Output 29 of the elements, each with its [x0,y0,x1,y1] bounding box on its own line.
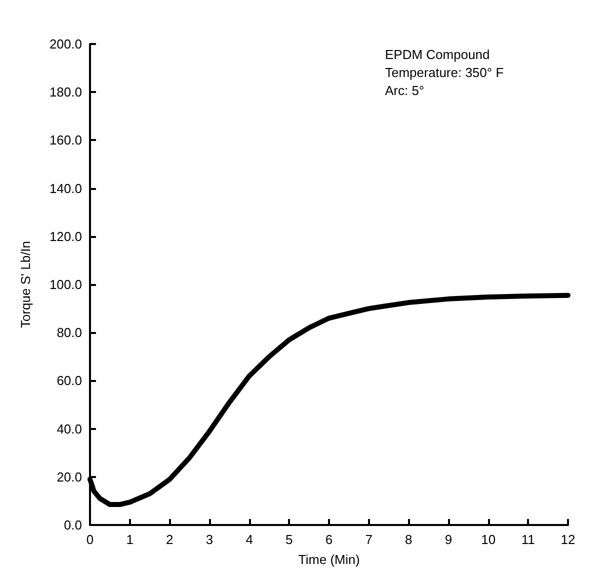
x-tick-label: 2 [166,532,174,547]
y-tick-label: 100.0 [49,277,82,292]
x-tick-label: 5 [286,532,293,547]
y-tick-label: 20.0 [56,469,82,484]
y-axis-title: Torque S' Lb/In [18,240,33,328]
x-tick-label: 8 [405,532,412,547]
y-tick-label: 0.0 [64,518,82,532]
x-axis-title: Time (Min) [298,552,360,567]
x-tick-label: 0 [86,532,94,547]
y-tick-label: 60.0 [56,373,82,388]
x-tick-label: 11 [521,532,535,547]
y-tick-label: 140.0 [49,180,82,196]
annotation: EPDM Compound [385,47,490,62]
y-tick-label: 120.0 [49,228,82,244]
x-tick-label: 3 [206,532,214,547]
annotation: Arc: 5° [385,83,424,98]
y-tick-label: 180.0 [49,84,82,100]
x-tick-label: 12 [560,532,576,547]
x-tick-label: 10 [481,532,496,547]
x-tick-label: 1 [126,532,134,547]
annotation: Temperature: 350° F [385,65,504,80]
x-tick-label: 7 [365,532,372,547]
x-tick-label: 4 [246,532,253,547]
y-tick-label: 200.0 [49,36,82,52]
y-tick-label: 40.0 [56,421,82,436]
y-tick-label: 160.0 [49,132,82,148]
x-tick-label: 9 [444,532,452,547]
y-tick-label: 80.0 [56,325,82,340]
x-tick-label: 6 [325,532,333,547]
